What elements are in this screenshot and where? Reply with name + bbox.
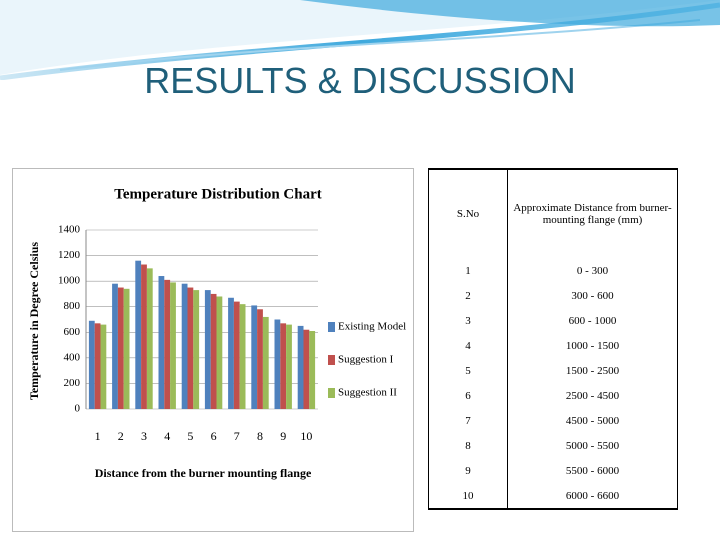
table-cell: 2500 - 4500 — [507, 383, 678, 408]
table-cell: 4 — [428, 333, 508, 358]
bar — [257, 309, 263, 409]
bar — [88, 320, 95, 409]
y-axis-title: Temperature in Degree Celsius — [27, 242, 41, 400]
chart: Temperature Distribution Chart Distance … — [12, 168, 414, 532]
bar — [233, 301, 240, 409]
x-tick-label: 4 — [164, 429, 170, 443]
y-tick-label: 1000 — [58, 275, 81, 287]
table-cell: 1 — [428, 258, 508, 283]
bar — [187, 287, 194, 409]
table-row: 2 300 - 600 — [428, 283, 678, 308]
table-cell: 300 - 600 — [507, 283, 678, 308]
x-tick-label: 6 — [211, 429, 217, 443]
table-row: 4 1000 - 1500 — [428, 333, 678, 358]
x-axis-title: Distance from the burner mounting flange — [95, 466, 312, 480]
table-cell: 5000 - 5500 — [507, 433, 678, 458]
x-tick-label: 1 — [95, 429, 101, 443]
table-header: S.No Approximate Distance from burner-mou… — [428, 168, 678, 258]
bar — [135, 260, 142, 409]
table-row: 3 600 - 1000 — [428, 308, 678, 333]
table-cell: 10 — [428, 483, 508, 510]
bar — [100, 324, 107, 409]
table-cell: 5500 - 6000 — [507, 458, 678, 483]
x-tick-label: 5 — [187, 429, 193, 443]
bar — [228, 297, 234, 409]
bar — [141, 264, 147, 409]
table-row: 9 5500 - 6000 — [428, 458, 678, 483]
y-tick-label: 400 — [64, 351, 81, 363]
table-row: 10 6000 - 6600 — [428, 483, 678, 510]
table-row: 8 5000 - 5500 — [428, 433, 678, 458]
legend-label: Suggestion I — [338, 354, 394, 366]
bar — [193, 290, 200, 409]
bar — [146, 268, 153, 409]
table-cell: 2 — [428, 283, 508, 308]
bar — [204, 290, 211, 409]
table: S.No Approximate Distance from burner-mou… — [428, 168, 678, 510]
y-tick-label: 0 — [75, 403, 81, 415]
table-cell: Approximate Distance from burner-mountin… — [507, 168, 678, 258]
table-cell: S.No — [428, 168, 508, 258]
legend-swatch — [328, 388, 335, 398]
table-cell: 3 — [428, 308, 508, 333]
x-tick-label: 9 — [280, 429, 286, 443]
bar — [216, 296, 223, 409]
bar — [164, 279, 171, 409]
table-cell: 600 - 1000 — [507, 308, 678, 333]
table-cell: 7 — [428, 408, 508, 433]
table-cell: 8 — [428, 433, 508, 458]
y-tick-label: 800 — [64, 300, 81, 312]
bar — [123, 288, 130, 409]
table-cell: 0 - 300 — [507, 258, 678, 283]
legend-label: Existing Model — [338, 321, 406, 333]
table-cell: 5 — [428, 358, 508, 383]
bar — [309, 331, 316, 409]
table-row: 7 4500 - 5000 — [428, 408, 678, 433]
bar — [280, 323, 287, 409]
y-tick-label: 1400 — [58, 224, 81, 236]
x-tick-label: 3 — [141, 429, 147, 443]
table-row: 5 1500 - 2500 — [428, 358, 678, 383]
bar — [239, 304, 246, 409]
y-tick-label: 200 — [64, 377, 81, 389]
bar — [112, 283, 118, 409]
chart-title: Temperature Distribution Chart — [114, 186, 322, 202]
bar — [251, 305, 258, 409]
bar — [303, 329, 310, 409]
bar — [94, 323, 101, 409]
bar — [170, 282, 176, 409]
bar — [297, 325, 304, 409]
bar — [158, 276, 165, 409]
slide-title: RESULTS & DISCUSSION — [144, 60, 576, 101]
bar — [274, 319, 281, 409]
table-cell: 4500 - 5000 — [507, 408, 678, 433]
x-tick-label: 2 — [118, 429, 124, 443]
bar — [286, 324, 292, 409]
legend-swatch — [328, 322, 335, 332]
table-row: 6 2500 - 4500 — [428, 383, 678, 408]
bar — [117, 287, 124, 409]
y-tick-label: 600 — [64, 326, 81, 338]
header-decoration — [0, 0, 720, 80]
bar — [181, 283, 188, 409]
x-tick-label: 10 — [300, 429, 312, 443]
table-cell: 1500 - 2500 — [507, 358, 678, 383]
table-cell: 6 — [428, 383, 508, 408]
legend-label: Suggestion II — [338, 387, 397, 399]
y-tick-label: 1200 — [58, 249, 81, 261]
table-cell: 9 — [428, 458, 508, 483]
table-cell: 1000 - 1500 — [507, 333, 678, 358]
legend-swatch — [328, 355, 335, 365]
table-cell: 6000 - 6600 — [507, 483, 678, 510]
bar — [210, 293, 217, 409]
x-tick-label: 7 — [234, 429, 240, 443]
bar — [262, 316, 269, 409]
x-tick-label: 8 — [257, 429, 263, 443]
